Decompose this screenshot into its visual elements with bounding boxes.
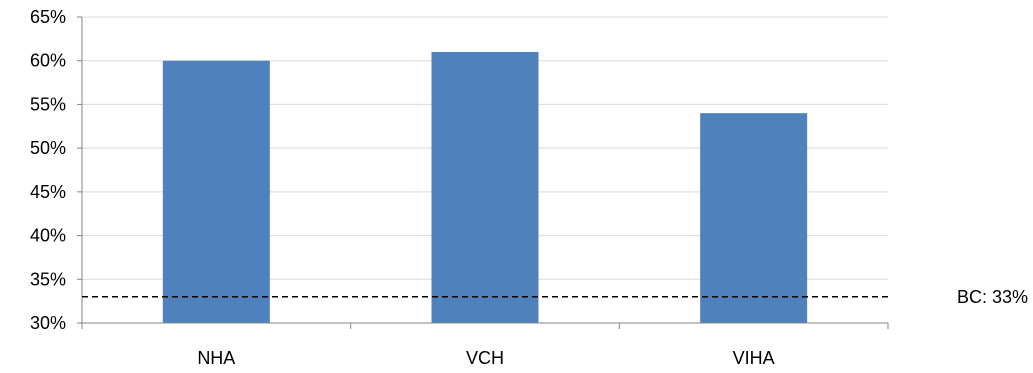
y-tick-label: 45% — [30, 182, 66, 202]
y-tick-label: 30% — [30, 313, 66, 333]
bar-nha — [162, 60, 270, 323]
reference-line-label: BC: 33% — [957, 287, 1028, 307]
x-tick-label: VIHA — [733, 348, 775, 368]
labels: 30% 35% 40% 45% 50% 55% 60% 65% NHA VCH VIHA BC: 33… — [30, 7, 1028, 368]
y-tick-label: 60% — [30, 51, 66, 71]
x-tick-label: VCH — [466, 348, 504, 368]
x-tick-label: NHA — [197, 348, 235, 368]
y-tick-label: 40% — [30, 226, 66, 246]
bar-vch — [431, 51, 539, 323]
y-tick-label: 50% — [30, 138, 66, 158]
y-tick-label: 35% — [30, 269, 66, 289]
axes — [77, 16, 889, 329]
bars — [162, 51, 808, 324]
bar-viha — [700, 113, 808, 324]
y-tick-label: 55% — [30, 94, 66, 114]
y-tick-label: 65% — [30, 7, 66, 27]
